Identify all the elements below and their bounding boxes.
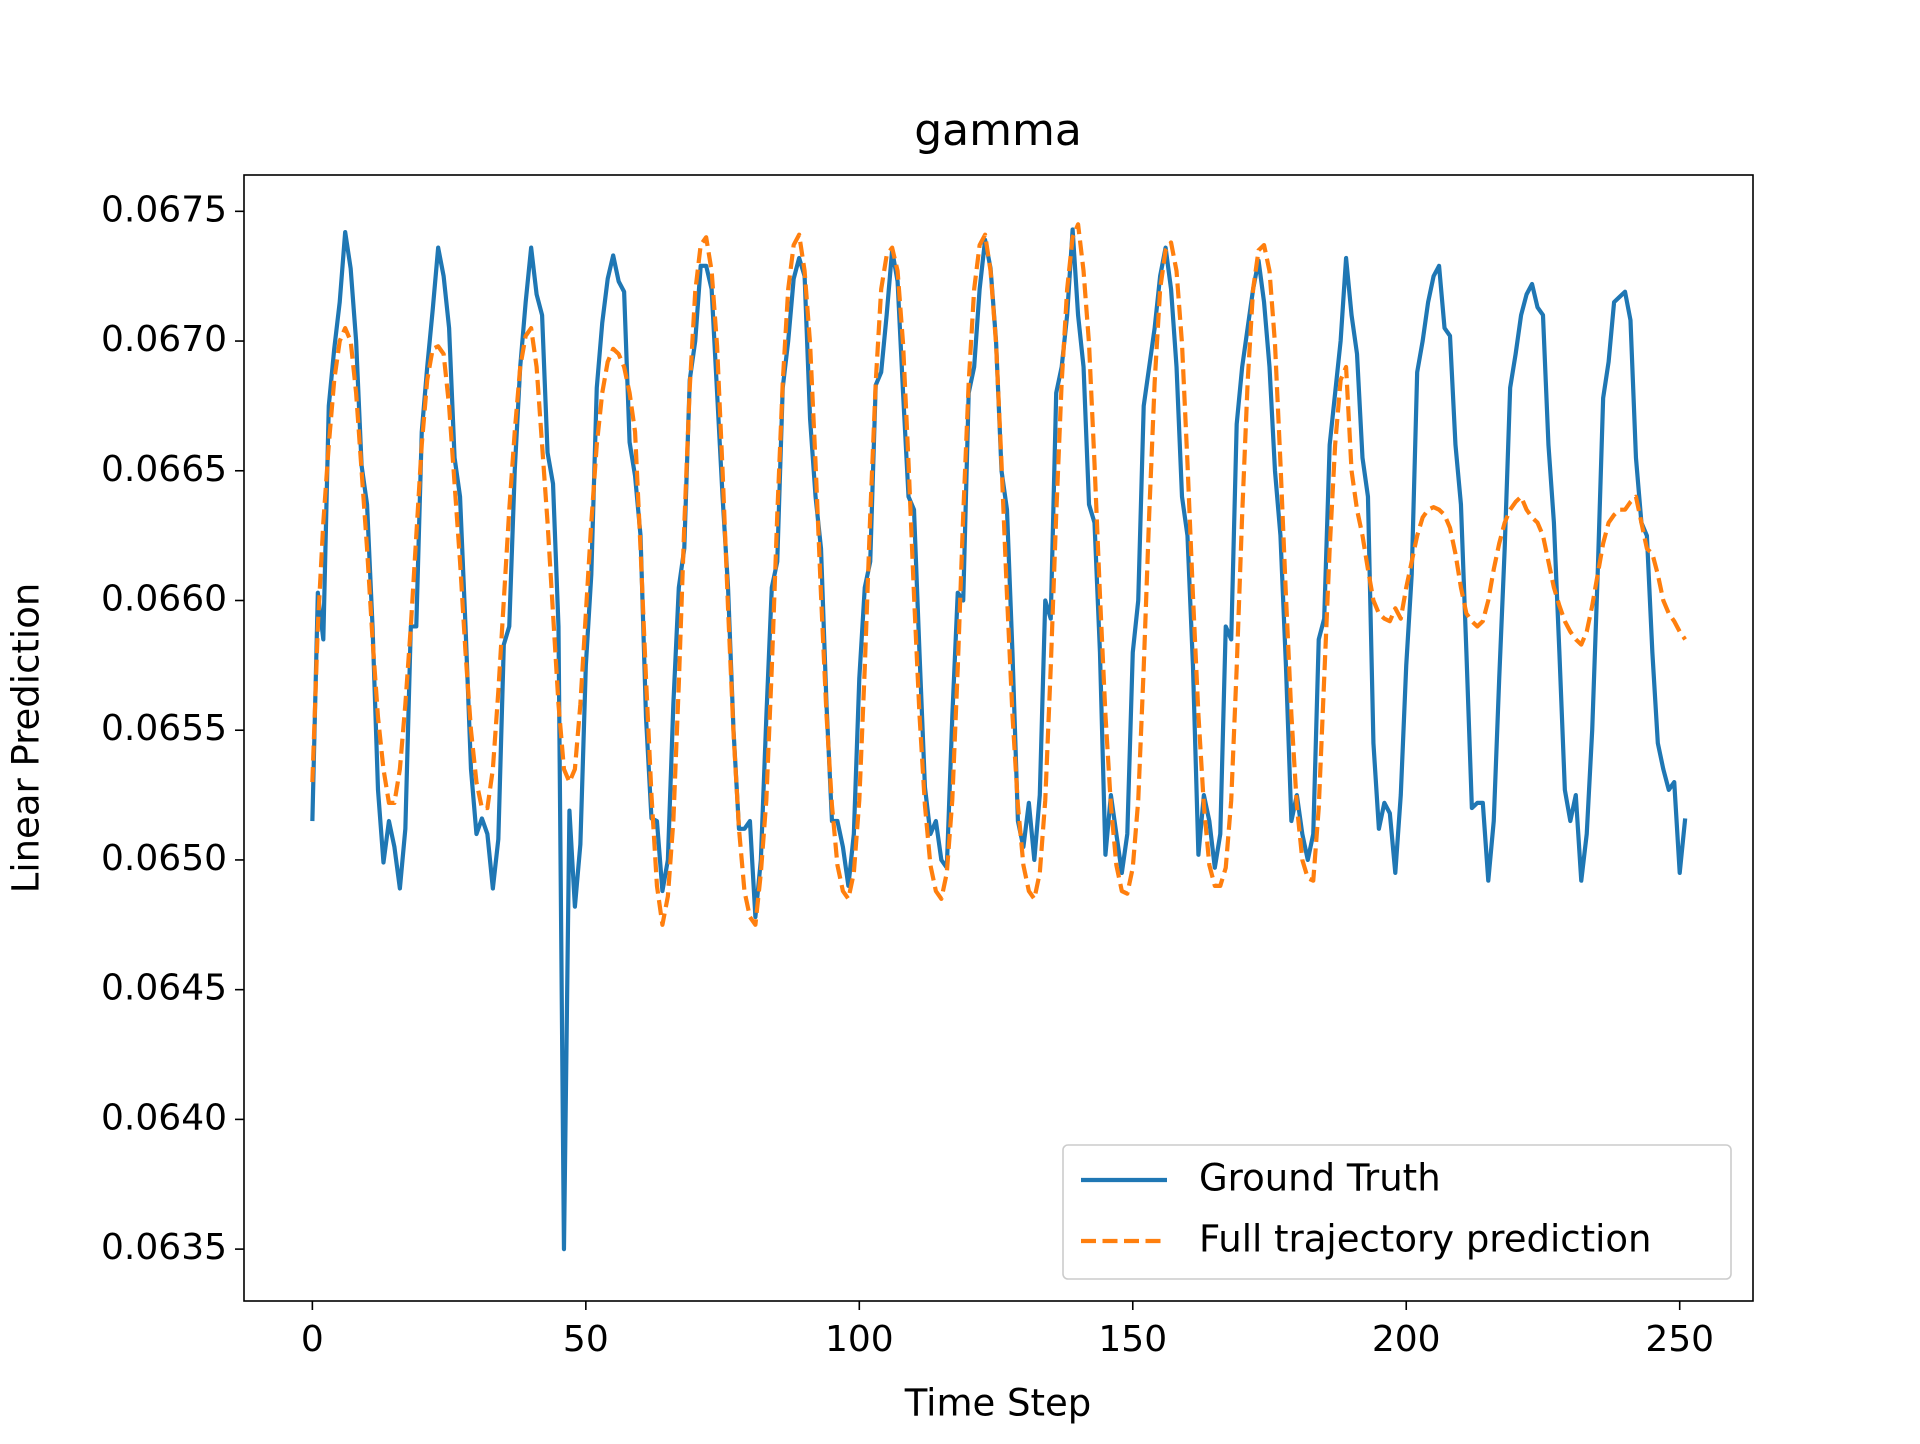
series-line xyxy=(310,222,1687,927)
y-tick-label: 0.0645 xyxy=(101,968,227,1009)
y-tick-label: 0.0675 xyxy=(101,189,227,230)
legend-box xyxy=(1062,1144,1732,1280)
legend-label: Full trajectory prediction xyxy=(1199,1218,1651,1261)
x-tick-label: 50 xyxy=(563,1319,609,1360)
y-tick-label: 0.0665 xyxy=(101,449,227,490)
x-tick-label: 200 xyxy=(1372,1319,1441,1360)
y-tick-label: 0.0640 xyxy=(101,1097,227,1138)
y-tick-label: 0.0660 xyxy=(101,578,227,619)
legend: Ground Truth Full trajectory prediction xyxy=(1062,1144,1732,1280)
y-tick-label: 0.0655 xyxy=(101,708,227,749)
x-tick-label: 250 xyxy=(1645,1319,1714,1360)
y-tick-label: 0.0650 xyxy=(101,838,227,879)
y-tick-label: 0.0635 xyxy=(101,1227,227,1268)
x-axis-label: Time Step xyxy=(904,1382,1092,1425)
x-tick-label: 100 xyxy=(825,1319,894,1360)
x-tick-label: 150 xyxy=(1098,1319,1167,1360)
y-axis-label: Linear Prediction xyxy=(5,583,48,894)
y-tick-label: 0.0670 xyxy=(101,319,227,360)
axes-frame xyxy=(243,174,1754,1302)
legend-label: Ground Truth xyxy=(1199,1157,1441,1200)
chart-title: gamma xyxy=(914,105,1082,156)
x-tick-label: 0 xyxy=(301,1319,324,1360)
